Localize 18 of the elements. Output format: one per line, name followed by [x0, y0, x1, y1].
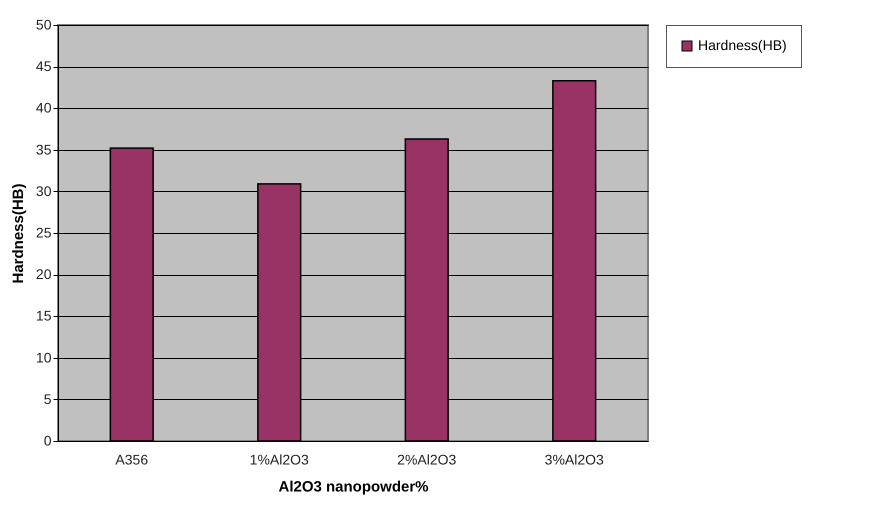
y-tick-label: 40: [36, 100, 52, 116]
x-tick-label: 2%Al2O3: [397, 452, 457, 468]
y-tick-label: 15: [36, 308, 52, 324]
y-tick-label: 0: [44, 432, 52, 448]
y-tick-label: 5: [44, 390, 52, 407]
y-tick-label: 50: [36, 16, 52, 32]
y-tick-label: 20: [36, 266, 52, 282]
y-tick-label: 30: [36, 182, 52, 199]
y-axis-title: Hardness(HB): [10, 183, 27, 284]
x-axis-title: Al2O3 nanopowder%: [278, 478, 429, 496]
y-tick-label: 25: [36, 224, 52, 240]
x-tick-label: 1%Al2O3: [250, 452, 310, 468]
y-tick-label: 35: [36, 141, 52, 158]
legend-label: Hardness(HB): [698, 37, 787, 53]
y-tick-label: 10: [36, 349, 52, 366]
x-tick-label: A356: [115, 452, 148, 468]
x-tick-label: 3%Al2O3: [544, 452, 604, 468]
y-tick-label: 45: [36, 58, 52, 74]
